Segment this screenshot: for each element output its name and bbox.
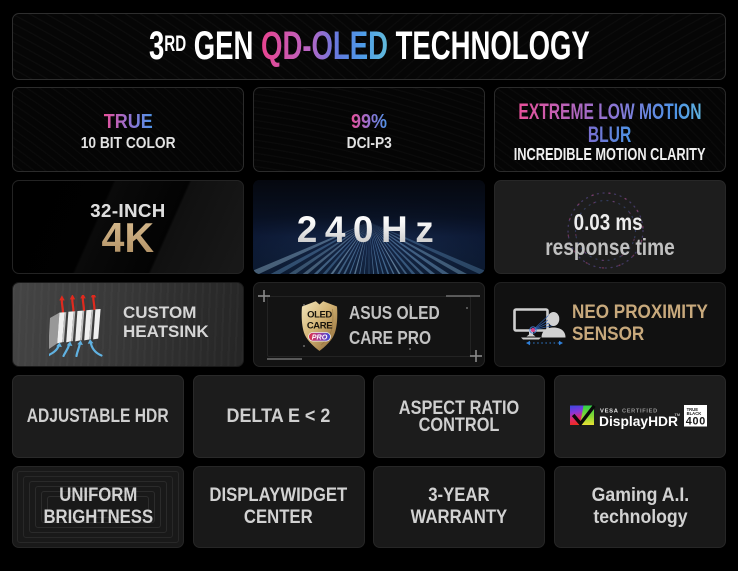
svg-text:400: 400: [686, 415, 706, 427]
svg-text:PRO: PRO: [312, 332, 328, 341]
svg-text:TM: TM: [675, 413, 680, 417]
svg-text:CARE: CARE: [307, 321, 332, 332]
svg-text:OLED: OLED: [307, 310, 332, 321]
svg-text:DisplayHDR: DisplayHDR: [599, 414, 678, 429]
svg-text:CERTIFIED: CERTIFIED: [622, 408, 658, 414]
svg-text:TRUE: TRUE: [687, 406, 699, 411]
svg-text:BLACK: BLACK: [687, 411, 702, 416]
svg-text:VESA: VESA: [600, 408, 619, 414]
